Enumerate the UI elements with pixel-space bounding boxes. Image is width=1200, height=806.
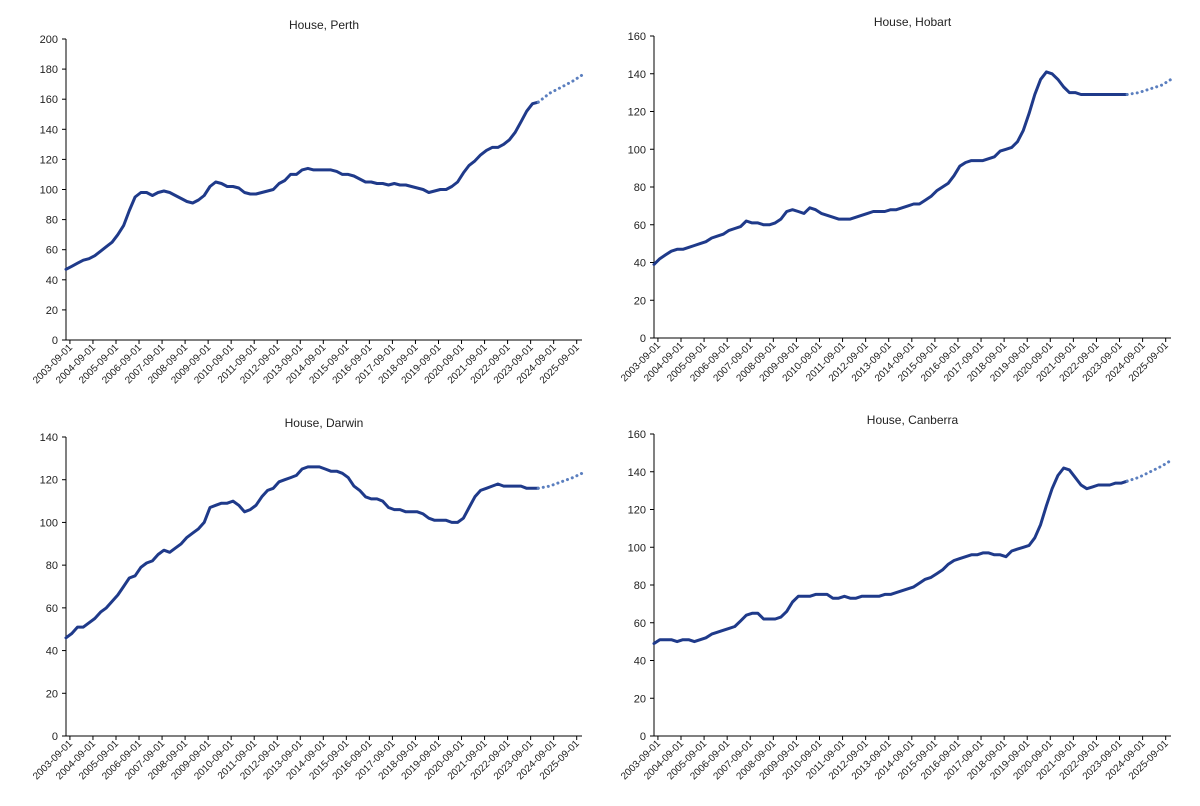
chart-panel-darwin: House, Darwin 0 20 40 60 80 100 120 140 2003-09-0… [0,403,600,806]
y-tick-label: 20 [46,305,58,317]
y-tick-label: 120 [40,154,58,166]
line-chart-canberra: House, Canberra0204060801001201401602003… [619,413,1173,782]
y-tick-label: 160 [628,429,646,441]
series-line [652,70,1129,266]
forecast-line [536,471,584,490]
forecast-line [536,73,584,104]
line-chart-hobart: House, Hobart0204060801001201401602003-0… [619,15,1173,384]
y-tick-label: 100 [40,185,58,197]
y-tick-label: 120 [40,475,58,487]
y-tick-label: 20 [634,295,646,307]
y-tick-label: 80 [634,182,646,194]
line-chart-darwin: House, Darwin0204060801001201402003-09-0… [31,416,584,782]
chart-title: House, Canberra [867,413,959,427]
y-tick-label: 60 [46,245,58,257]
series-line [64,465,540,640]
y-tick-label: 20 [46,688,58,700]
y-tick-label: 80 [46,560,58,572]
y-tick-label: 0 [640,333,646,345]
chart-title: House, Darwin [285,416,364,430]
y-tick-label: 140 [40,124,58,136]
y-tick-label: 180 [40,64,58,76]
y-tick-label: 120 [628,505,646,517]
series-line [652,466,1129,645]
y-tick-label: 160 [628,31,646,43]
y-tick-label: 40 [46,646,58,658]
series-line [64,100,540,271]
forecast-line [1125,458,1173,483]
chart-panel-hobart: House, Hobart 0 20 40 60 80 100 120 140 160 2003-0… [600,0,1200,403]
line-chart-perth: House, Perth0204060801001201401601802002… [31,18,584,386]
y-tick-label: 140 [40,432,58,444]
y-tick-label: 160 [40,94,58,106]
y-tick-label: 60 [634,220,646,232]
y-tick-label: 0 [52,731,58,743]
y-tick-label: 40 [634,656,646,668]
y-tick-label: 40 [46,275,58,287]
chart-title: House, Hobart [874,15,952,29]
y-tick-label: 60 [634,618,646,630]
y-tick-label: 80 [46,215,58,227]
y-tick-label: 100 [40,517,58,529]
y-tick-label: 100 [628,144,646,156]
y-tick-label: 80 [634,580,646,592]
y-tick-label: 60 [46,603,58,615]
chart-panel-perth: House, Perth 0 20 40 60 80 100 120 140 160 180 200 2… [0,0,600,403]
y-tick-label: 140 [628,467,646,479]
forecast-line [1125,77,1173,96]
y-tick-label: 120 [628,107,646,119]
y-tick-label: 0 [52,335,58,347]
y-tick-label: 40 [634,258,646,270]
y-tick-label: 0 [640,731,646,743]
y-tick-label: 140 [628,69,646,81]
y-tick-label: 200 [40,34,58,46]
chart-title: House, Perth [289,18,359,32]
y-tick-label: 20 [634,693,646,705]
y-tick-label: 100 [628,542,646,554]
chart-panel-canberra: House, Canberra 0 20 40 60 80 100 120 140 160 2003… [600,403,1200,806]
